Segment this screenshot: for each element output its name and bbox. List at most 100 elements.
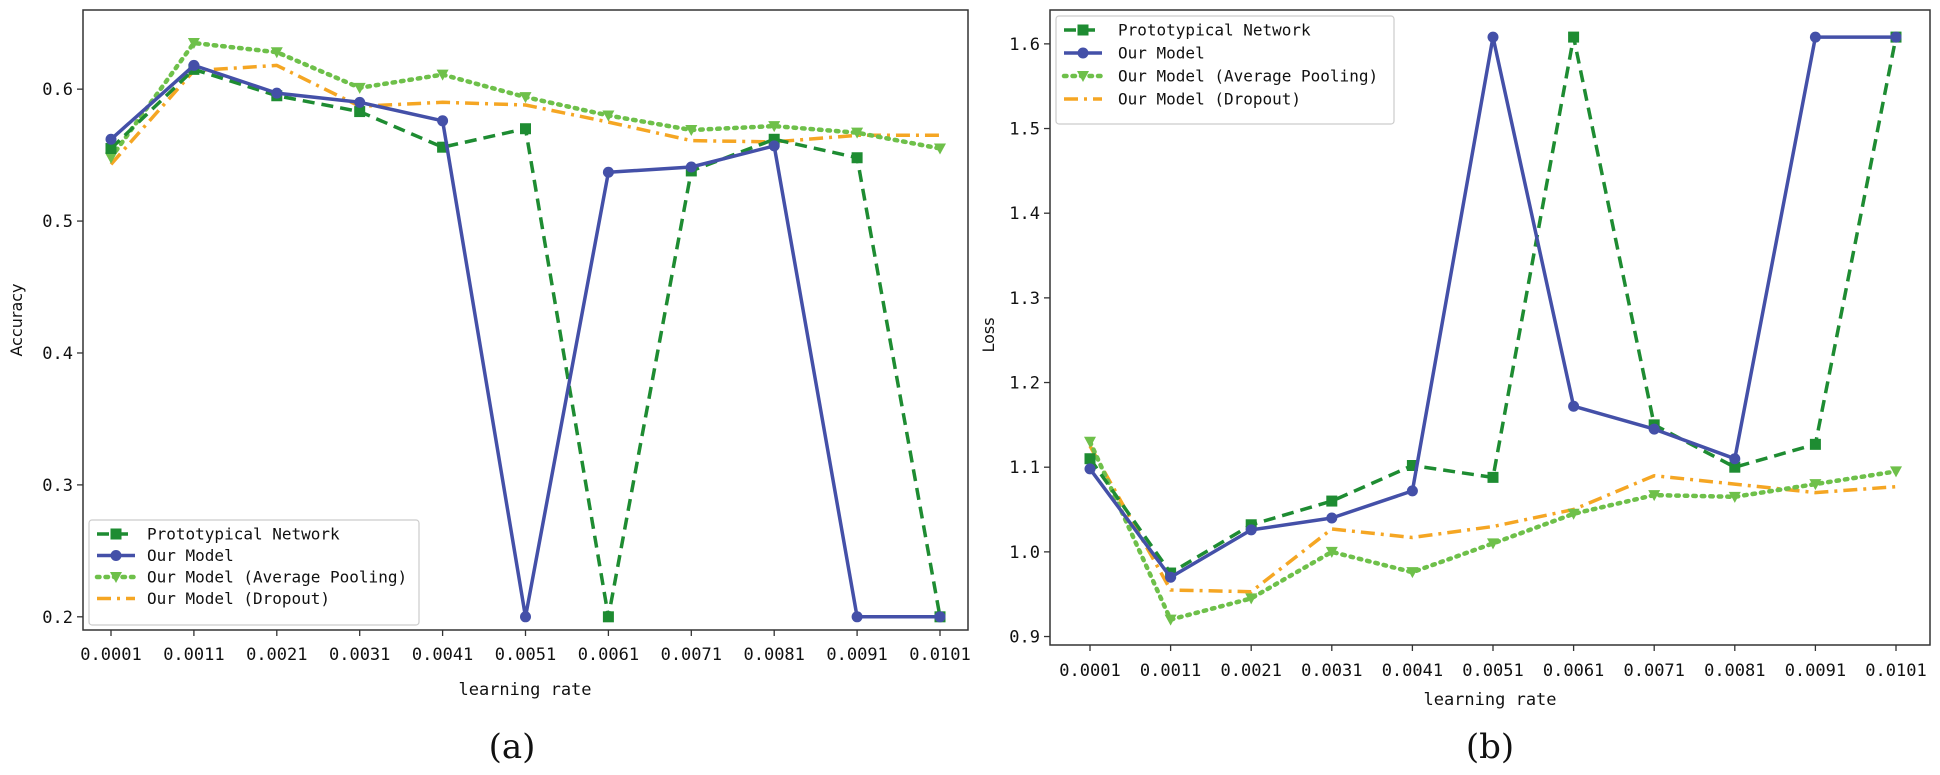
series-line xyxy=(1088,445,1897,594)
data-point xyxy=(1729,453,1741,465)
data-point xyxy=(1809,479,1822,491)
y-tick-label: 1.2 xyxy=(1009,374,1040,394)
data-point xyxy=(1729,461,1741,473)
y-tick-label: 1.5 xyxy=(1009,120,1040,140)
legend-entry: Prototypical Network xyxy=(97,525,340,544)
series-line xyxy=(1088,35,1898,575)
data-point xyxy=(1326,495,1338,507)
x-tick-label: 0.0021 xyxy=(1220,661,1281,681)
data-point xyxy=(602,110,615,122)
data-point xyxy=(1567,508,1580,520)
data-point xyxy=(851,127,864,139)
y-tick-label: 1.1 xyxy=(1009,458,1040,478)
y-tick-label: 1.4 xyxy=(1009,204,1040,224)
series-our-model-dropout xyxy=(109,63,940,166)
data-point xyxy=(1084,453,1096,465)
series-our-model-dropout xyxy=(1088,445,1897,594)
x-tick-label: 0.0011 xyxy=(163,645,224,665)
data-point xyxy=(602,611,614,623)
data-point xyxy=(768,121,781,133)
data-point xyxy=(1809,31,1821,43)
legend-marker xyxy=(110,572,122,583)
x-tick-label: 0.0101 xyxy=(1865,661,1926,681)
x-tick-label: 0.0081 xyxy=(743,645,804,665)
x-tick-label: 0.0071 xyxy=(1623,661,1684,681)
data-point xyxy=(354,96,366,108)
data-point xyxy=(1406,485,1418,497)
y-tick-label: 1.6 xyxy=(1009,35,1040,55)
y-tick-label: 0.4 xyxy=(42,344,73,364)
y-axis-label-a: Accuracy xyxy=(7,283,26,356)
x-tick-label: 0.0001 xyxy=(1059,661,1120,681)
data-point xyxy=(934,611,946,623)
legend-marker xyxy=(110,550,122,561)
data-point xyxy=(105,152,117,164)
series-our-model-average-pooling xyxy=(105,37,946,164)
accuracy-chart: 0.2 0.3 0.4 0.5 0.6 0.0001 0.0011 0.0021 0.0031… xyxy=(7,9,971,767)
x-axis-label-b: learning rate xyxy=(1423,690,1556,710)
data-point xyxy=(188,59,200,71)
data-point xyxy=(1325,546,1338,558)
data-point xyxy=(1084,436,1096,448)
data-point xyxy=(105,133,117,145)
data-point xyxy=(1648,490,1661,502)
legend-entry: Our Model (Dropout) xyxy=(97,589,330,608)
data-point xyxy=(1568,400,1580,412)
data-point xyxy=(437,141,449,153)
legend-label: Prototypical Network xyxy=(1118,21,1311,40)
data-point xyxy=(519,92,532,104)
legend-entry: Prototypical Network xyxy=(1064,21,1311,40)
y-tick-label: 1.3 xyxy=(1009,289,1040,309)
legend-marker xyxy=(1077,24,1089,36)
legend-a: Prototypical Network Our Model Our Model (… xyxy=(88,519,420,626)
data-point xyxy=(1487,471,1499,483)
y-axis-label-b: Loss xyxy=(979,317,998,352)
series-line xyxy=(1087,439,1899,622)
legend-entry: Our Model xyxy=(1064,44,1205,63)
y-tick-label: 0.3 xyxy=(42,476,73,496)
legend-entry: Our Model (Average Pooling) xyxy=(1061,67,1378,86)
data-point xyxy=(271,87,283,99)
legend-entry: Our Model (Average Pooling) xyxy=(94,568,407,587)
data-point xyxy=(520,611,531,623)
series-our-model xyxy=(105,59,946,623)
data-point xyxy=(1487,31,1499,43)
legend-label: Our Model (Average Pooling) xyxy=(147,568,407,587)
data-point xyxy=(520,123,531,135)
data-point xyxy=(436,69,449,81)
data-point xyxy=(1245,524,1257,536)
legend-label: Our Model (Dropout) xyxy=(147,589,330,608)
y-tick-label: 0.2 xyxy=(42,608,73,628)
x-axis-label-a: learning rate xyxy=(458,680,591,700)
legend-box-b xyxy=(1055,15,1395,125)
y-tick-label: 0.6 xyxy=(42,80,73,100)
series-our-model xyxy=(1084,31,1902,583)
data-point xyxy=(1245,593,1258,605)
data-point xyxy=(768,140,780,152)
x-tick-label: 0.0011 xyxy=(1140,661,1201,681)
data-point xyxy=(187,37,200,49)
x-tick-label: 0.0051 xyxy=(1462,661,1523,681)
data-point xyxy=(1809,438,1821,450)
data-point xyxy=(270,47,283,59)
data-point xyxy=(354,106,366,118)
legend-label: Our Model xyxy=(1118,44,1205,63)
x-tick-label: 0.0061 xyxy=(578,645,639,665)
data-point xyxy=(1487,538,1499,550)
data-point xyxy=(105,143,117,155)
x-tick-label: 0.0021 xyxy=(246,645,307,665)
legend-label: Our Model (Average Pooling) xyxy=(1118,67,1378,86)
data-point xyxy=(685,161,697,173)
y-tick-label: 0.5 xyxy=(42,212,73,232)
data-point xyxy=(1648,423,1660,435)
x-tick-label: 0.0001 xyxy=(80,645,141,665)
data-point xyxy=(851,611,863,623)
y-tick-label: 0.9 xyxy=(1009,628,1040,648)
loss-chart: 0.9 1.0 1.1 1.2 1.3 1.4 1.5 1.6 0.0001 0.0011 0.0… xyxy=(979,9,1931,767)
series-our-model-average-pooling xyxy=(1084,436,1902,626)
legend-entry: Our Model xyxy=(97,546,234,565)
data-point xyxy=(1728,491,1741,503)
x-tick-label: 0.0101 xyxy=(909,645,970,665)
data-point xyxy=(934,143,946,155)
